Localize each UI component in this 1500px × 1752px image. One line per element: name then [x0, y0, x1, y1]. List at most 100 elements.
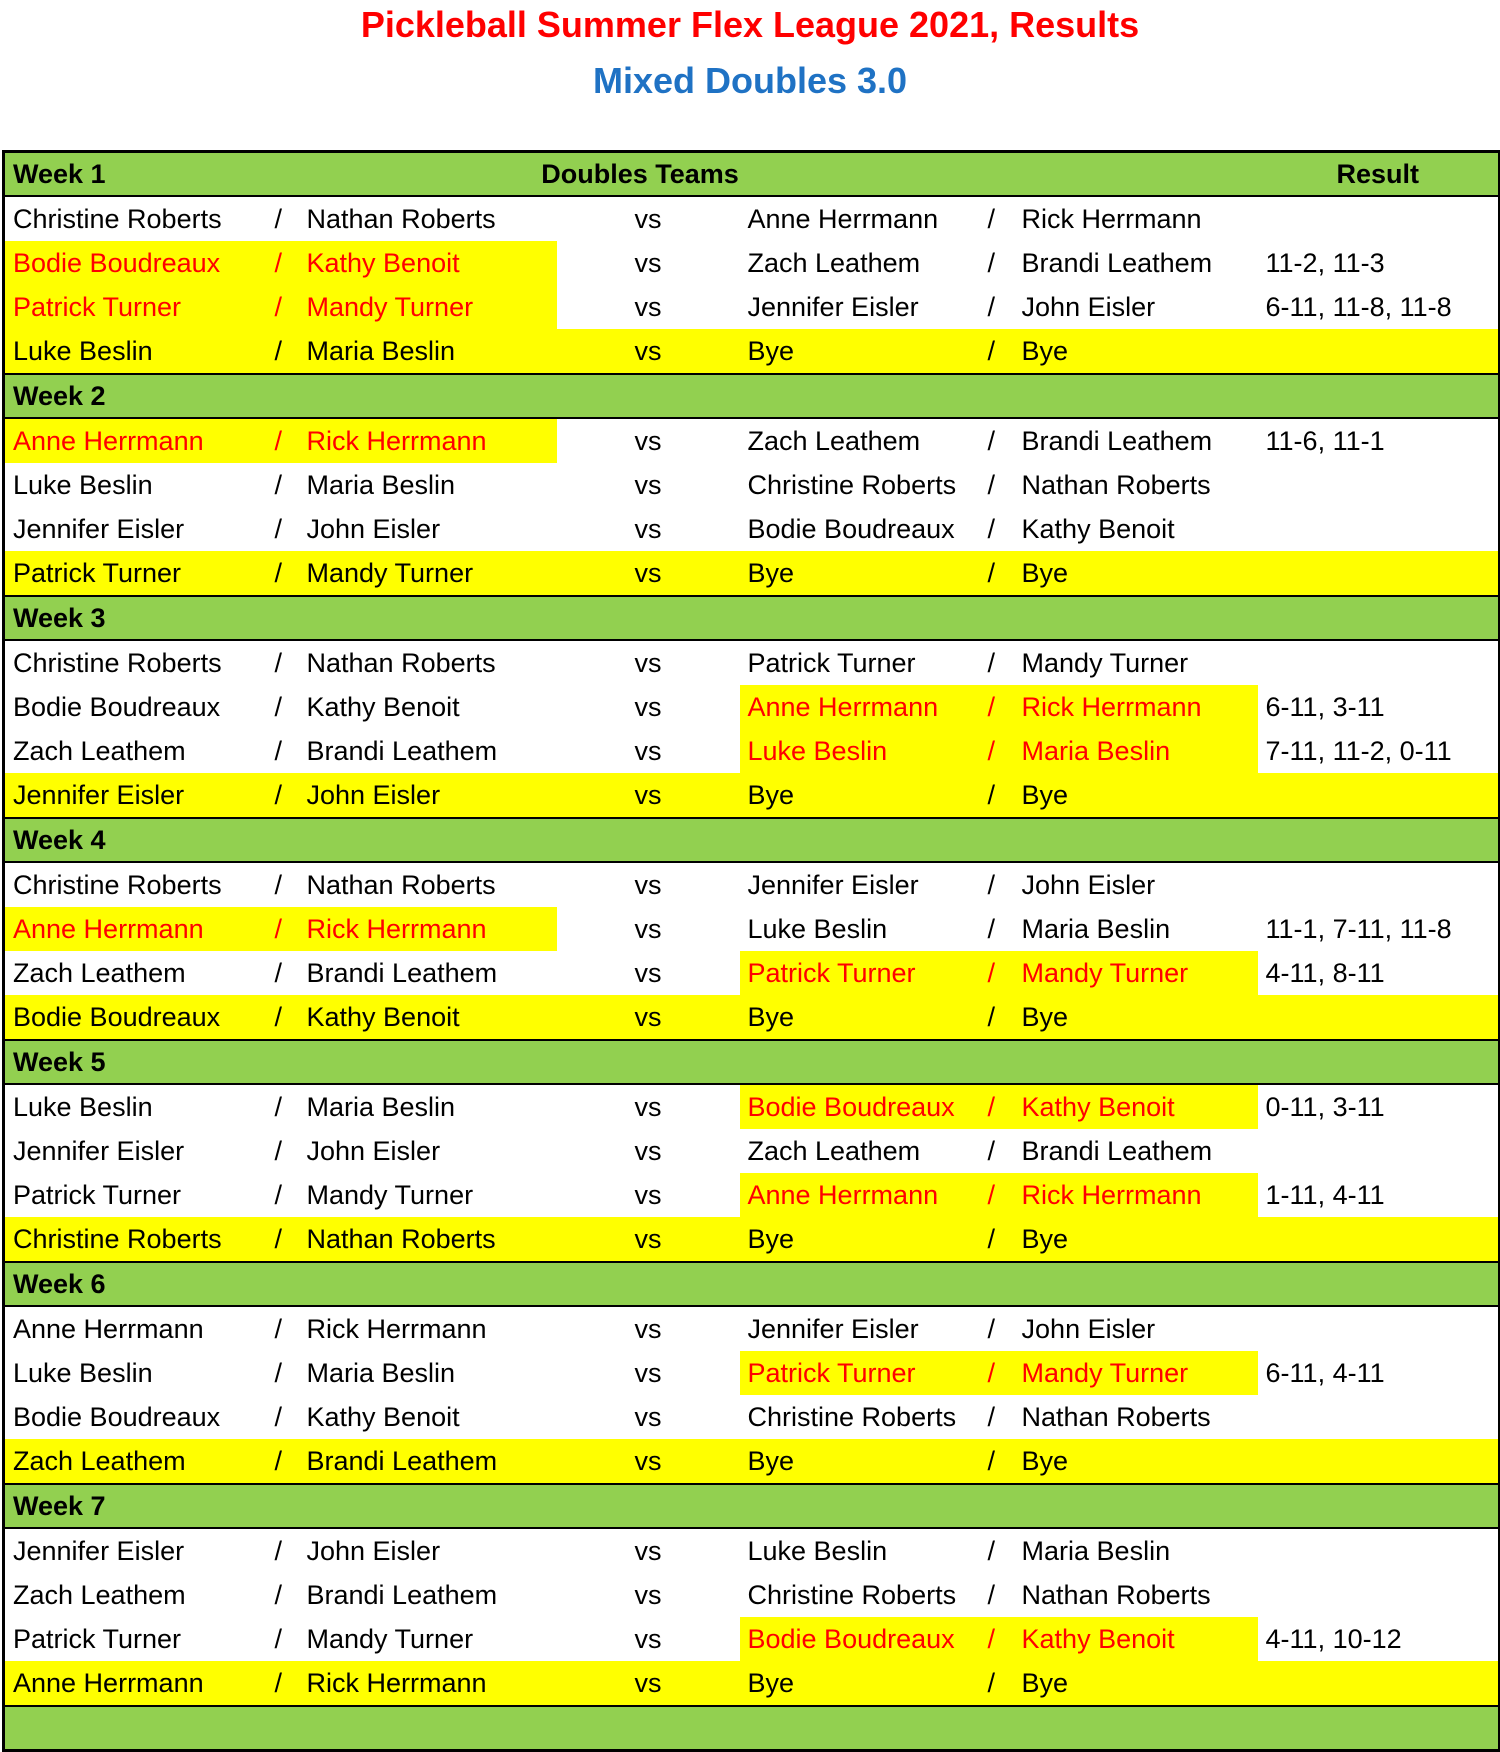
player: Bye [739, 329, 982, 374]
player: Bye [739, 773, 982, 818]
player: Mandy Turner [298, 551, 557, 596]
player: Kathy Benoit [298, 241, 557, 285]
versus: vs [634, 1623, 662, 1654]
result: 11-1, 7-11, 11-8 [1265, 913, 1452, 944]
separator: / [268, 1661, 299, 1706]
separator: / [268, 241, 299, 285]
player: Bye [1013, 551, 1258, 596]
separator: / [268, 995, 299, 1040]
result: 4-11, 10-12 [1265, 1623, 1402, 1654]
player: Anne Herrmann [3, 418, 269, 463]
player: Nathan Roberts [1021, 1401, 1211, 1432]
separator: / [274, 957, 283, 988]
player: Luke Beslin [13, 1357, 153, 1388]
versus: vs [634, 1357, 662, 1388]
player: Bodie Boudreaux [747, 513, 955, 544]
separator: / [981, 773, 1014, 818]
versus: vs [634, 1313, 662, 1344]
separator: / [274, 647, 283, 678]
player: Mandy Turner [1013, 1351, 1258, 1395]
separator: / [987, 1313, 996, 1344]
match-row: Christine Roberts / Nathan Roberts vs Anne H… [4, 196, 1500, 241]
versus: vs [634, 469, 662, 500]
separator: / [981, 1217, 1014, 1262]
separator: / [268, 329, 299, 374]
player: Jennifer Eisler [13, 1535, 185, 1566]
match-row: Bodie Boudreaux / Kathy Benoit vs Christine … [4, 1395, 1500, 1439]
versus: vs [634, 513, 662, 544]
week-label: Week 2 [3, 373, 299, 419]
player: Zach Leathem [3, 1439, 269, 1484]
versus: vs [634, 291, 662, 322]
player: Christine Roberts [13, 869, 222, 900]
versus: vs [556, 329, 740, 374]
player: Brandi Leathem [306, 735, 498, 766]
separator: / [268, 1217, 299, 1262]
player: Bodie Boudreaux [13, 1401, 221, 1432]
week-row: Week 4 [3, 817, 1500, 863]
separator: / [987, 469, 996, 500]
player: Christine Roberts [13, 203, 222, 234]
result [1258, 1395, 1500, 1439]
versus: vs [634, 647, 662, 678]
result [1257, 1439, 1500, 1484]
result [1257, 551, 1500, 596]
week-row: Week 2 [3, 373, 1500, 419]
player: Bye [739, 1439, 982, 1484]
result: 6-11, 4-11 [1265, 1357, 1385, 1388]
player: Rick Herrmann [298, 418, 557, 463]
week-label: Week 5 [3, 1039, 299, 1085]
player: Maria Beslin [306, 469, 456, 500]
separator: / [274, 1401, 283, 1432]
player: Kathy Benoit [298, 995, 557, 1040]
week-label: Week 1 [3, 150, 299, 197]
match-row: Christine Roberts / Nathan Roberts vs Patric… [4, 640, 1500, 685]
player: Bye [1013, 329, 1258, 374]
result: 11-6, 11-1 [1265, 425, 1385, 456]
player: Rick Herrmann [1013, 1173, 1258, 1217]
player: Nathan Roberts [1021, 1579, 1211, 1610]
player: Bye [1013, 1439, 1258, 1484]
match-row: Jennifer Eisler / John Eisler vs Bodie Boudr… [4, 507, 1500, 551]
separator: / [268, 1439, 299, 1484]
separator: / [987, 513, 996, 544]
versus: vs [556, 995, 740, 1040]
player: Jennifer Eisler [747, 291, 919, 322]
separator: / [987, 291, 996, 322]
player: Nathan Roberts [1021, 469, 1211, 500]
separator: / [274, 1579, 283, 1610]
blank [981, 150, 1258, 197]
player: Kathy Benoit [1013, 1084, 1258, 1129]
player: Bodie Boudreaux [13, 691, 221, 722]
separator: / [268, 773, 299, 818]
player: Maria Beslin [1013, 729, 1258, 773]
blank [298, 1483, 1500, 1529]
player: Christine Roberts [747, 1579, 957, 1610]
blank [298, 1261, 1500, 1307]
match-row: Luke Beslin / Maria Beslin vs Christine Robe… [4, 463, 1500, 507]
player: Maria Beslin [298, 329, 557, 374]
match-row: Jennifer Eisler / John Eisler vs Luke Beslin… [4, 1528, 1500, 1573]
separator: / [981, 1351, 1014, 1395]
separator: / [274, 203, 283, 234]
versus: vs [634, 1579, 662, 1610]
week-row: Week 3 [3, 595, 1500, 641]
versus: vs [634, 957, 662, 988]
match-row: Bodie Boudreaux / Kathy Benoit vs Anne Herrm… [4, 685, 1500, 729]
versus: vs [634, 1535, 662, 1566]
player: Rick Herrmann [1021, 203, 1202, 234]
match-row: Jennifer Eisler / John Eisler vs Zach Leathe… [4, 1129, 1500, 1173]
separator: / [981, 1661, 1014, 1706]
player: Anne Herrmann [3, 907, 269, 951]
versus: vs [634, 913, 662, 944]
separator: / [274, 1179, 283, 1210]
separator: / [981, 1173, 1014, 1217]
player: Patrick Turner [739, 951, 982, 995]
separator: / [268, 418, 299, 463]
versus: vs [634, 1091, 662, 1122]
player: Bodie Boudreaux [739, 1617, 982, 1661]
player: Nathan Roberts [298, 1217, 557, 1262]
player: Zach Leathem [13, 735, 186, 766]
player: Bye [739, 1217, 982, 1262]
separator: / [274, 1313, 283, 1344]
